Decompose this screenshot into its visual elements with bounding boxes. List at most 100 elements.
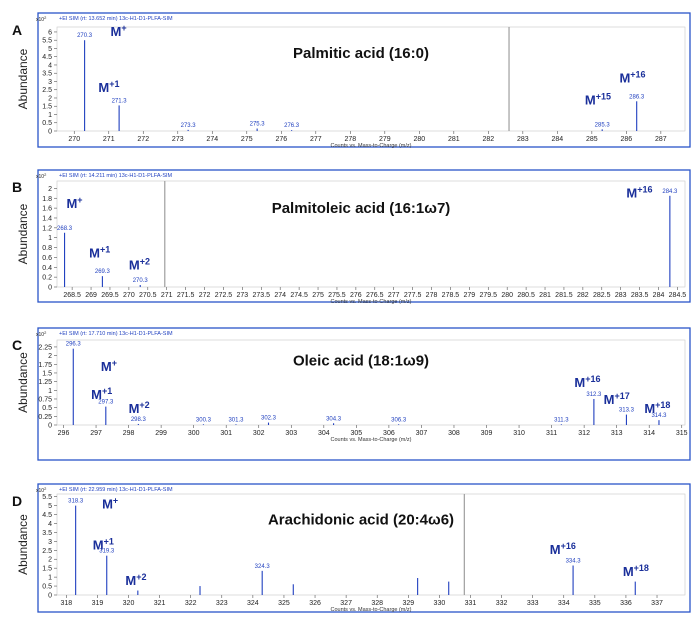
x-tick-label: 271.5 [177,292,195,299]
y-tick-label: 1 [48,235,52,242]
x-tick-label: 276.5 [366,292,384,299]
ion-label-superscript: +16 [585,374,600,384]
y-tick-label: 0.5 [42,405,52,412]
y-tick-label: 0.5 [42,584,52,591]
y-tick-label: 2 [48,353,52,360]
ion-label-superscript: +1 [109,79,119,89]
panel-d: D Abundance +EI SIM (rt: 22.959 min) 13c-H… [12,483,691,613]
y-tick-label: 1 [48,388,52,395]
y-tick-label: 2 [48,95,52,102]
x-tick-label: 269 [85,292,97,299]
peak-label: 269.3 [95,269,111,275]
y-tick-label: 3.5 [42,530,52,537]
x-tick-label: 271 [161,292,173,299]
x-tick-label: 270 [68,136,80,143]
x-tick-label: 280 [413,136,425,143]
y-tick-label: 0 [48,285,52,292]
x-tick-label: 319 [92,600,104,607]
x-tick-label: 275.5 [328,292,346,299]
y-tick-label: 1.5 [42,104,52,111]
x-tick-label: 278 [426,292,438,299]
y-tick-label: 1.8 [42,196,52,203]
y-tick-label: 1.25 [38,379,52,386]
x-tick-label: 274 [274,292,286,299]
chart-title: Palmitoleic acid (16:1ω7) [272,200,451,217]
y-tick-label: 2.5 [42,87,52,94]
y-tick-label: 5 [48,46,52,53]
x-tick-label: 332 [496,600,508,607]
panel-b: B Abundance +EI SIM (rt: 14.211 min) 13c-H… [12,169,691,305]
x-tick-label: 273 [237,292,249,299]
x-tick-label: 278 [344,136,356,143]
ion-label-superscript: +18 [655,400,670,410]
y-axis-title: Abundance [16,352,30,413]
peak-label: 306.3 [391,417,407,423]
peak-label: 284.3 [662,189,678,195]
x-tick-label: 281 [539,292,551,299]
y-tick-label: 0.4 [42,265,52,272]
x-tick-label: 315 [676,430,688,437]
x-tick-label: 335 [589,600,601,607]
y-tick-label: 1.2 [42,225,52,232]
x-tick-label: 311 [546,430,557,437]
ion-label-superscript: + [121,23,126,33]
peak-label: 334.3 [566,559,582,565]
x-tick-label: 285 [586,136,598,143]
panel-header: +EI SIM (rt: 22.959 min) 13c-H1-D1-PLFA-… [59,487,173,493]
peak-label: 314.3 [651,413,667,419]
x-tick-label: 277 [388,292,400,299]
ion-label-superscript: +16 [630,69,645,79]
peak-label: 285.3 [595,122,611,128]
x-tick-label: 325 [278,600,290,607]
x-tick-label: 328 [371,600,383,607]
x-tick-label: 276 [350,292,362,299]
y-tick-label: 4 [48,521,52,528]
x-tick-label: 296 [58,430,70,437]
y-tick-label: 4.5 [42,512,52,519]
x-tick-label: 301 [220,430,232,437]
x-axis-title: Counts vs. Mass-to-Charge (m/z) [331,143,412,149]
x-tick-label: 302 [253,430,265,437]
y-exponent-power: 2 [44,486,47,491]
x-tick-label: 279 [464,292,476,299]
x-tick-label: 324 [247,600,259,607]
x-tick-label: 274.5 [290,292,308,299]
y-tick-label: 6 [48,29,52,36]
y-tick-label: 1.6 [42,206,52,213]
peak-label: 304.3 [326,416,342,422]
y-exponent-power: 2 [44,15,47,20]
x-tick-label: 273.5 [253,292,271,299]
x-tick-label: 277.5 [404,292,422,299]
x-tick-label: 297 [90,430,102,437]
x-tick-label: 334 [558,600,570,607]
x-tick-label: 275 [312,292,324,299]
plot-area [56,26,686,132]
y-exponent-power: 2 [44,330,47,335]
x-tick-label: 269.5 [101,292,119,299]
y-tick-label: 0.8 [42,245,52,252]
peak-label: 271.3 [112,98,128,104]
x-tick-label: 299 [155,430,167,437]
y-tick-label: 0.2 [42,275,52,282]
panel-header: +EI SIM (rt: 14.211 min) 13c-H1-D1-PLFA-… [59,173,173,179]
x-tick-label: 273 [172,136,184,143]
y-axis-title: Abundance [16,48,30,109]
peak-label: 273.3 [181,123,197,129]
y-tick-label: 4.5 [42,54,52,61]
y-tick-label: 5.5 [42,38,52,45]
x-tick-label: 303 [285,430,297,437]
x-tick-label: 268.5 [63,292,81,299]
x-tick-label: 331 [465,600,477,607]
peak-label: 296.3 [66,342,82,348]
panel-label: D [12,493,22,509]
x-tick-label: 274 [206,136,218,143]
x-tick-label: 270 [123,292,135,299]
x-tick-label: 275 [241,136,253,143]
x-tick-label: 287 [655,136,667,143]
panel-a: A Abundance +EI SIM (rt: 13.652 min) 13c-H… [12,12,691,149]
ion-label-superscript: +1 [100,244,110,254]
ion-label-superscript: + [112,358,117,368]
y-tick-label: 2 [48,557,52,564]
x-tick-label: 333 [527,600,539,607]
